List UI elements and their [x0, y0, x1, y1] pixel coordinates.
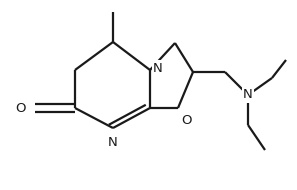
- Text: N: N: [153, 62, 163, 74]
- Text: O: O: [181, 113, 191, 127]
- Text: N: N: [108, 135, 118, 149]
- Text: O: O: [16, 101, 26, 115]
- Text: N: N: [243, 89, 253, 101]
